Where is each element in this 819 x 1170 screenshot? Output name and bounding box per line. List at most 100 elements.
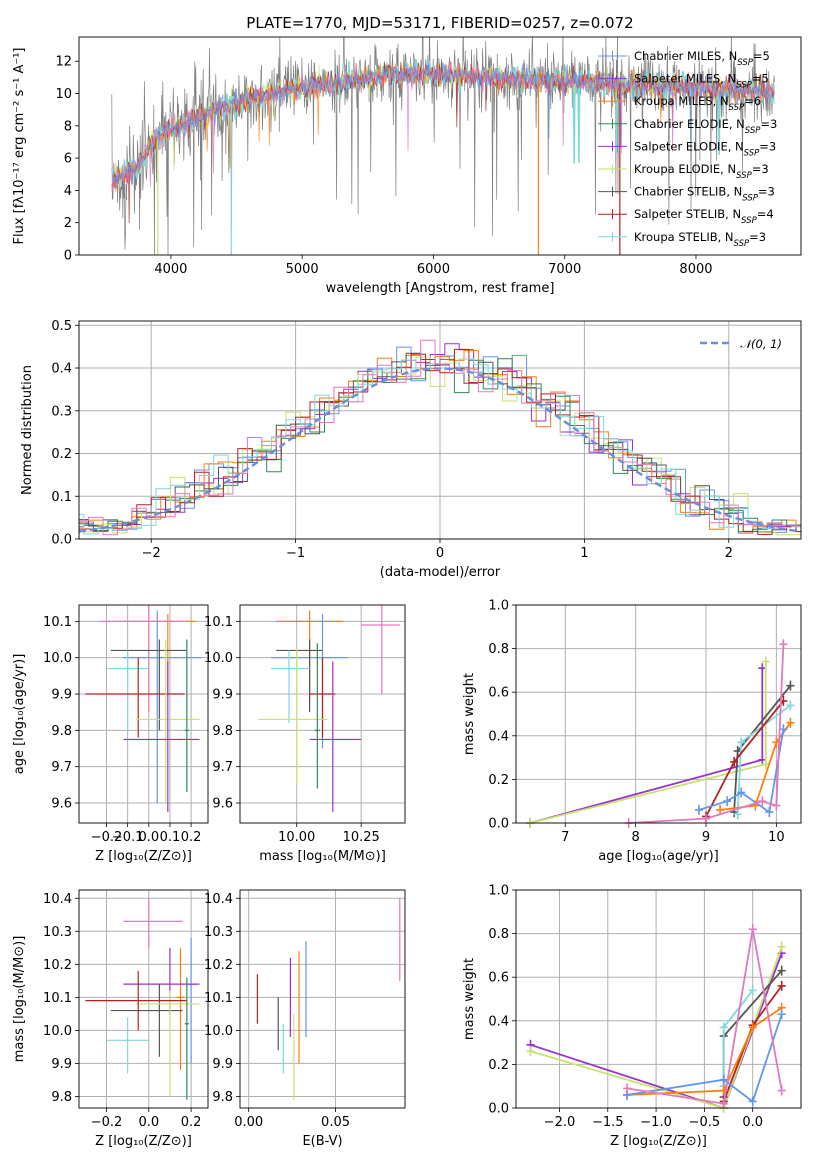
axes-mass-vs-ebv: 0.00 0.05 9.8 9.9 10.0 10.1 10.2 10.3 10.4 [204,890,405,1130]
axes-age-vs-Z: −0.2−0.10.0 0.1 0.2 9.6 9.7 9.8 9.9 10.0 10.1 [43,605,208,845]
y-tick-label: 10.4 [43,892,72,907]
histogram-series [79,358,801,535]
x-tick-label: 0.2 [181,1115,202,1130]
y-tick-label: 10.1 [204,991,233,1006]
weight-marker [777,980,786,991]
y-tick-label: 9.8 [212,1090,233,1105]
y-tick-label: 0.0 [488,817,509,832]
data-point [123,898,183,948]
weight-series [702,695,788,822]
x-tick-label: 10 [768,830,785,845]
x-axis-label: wavelength [Angstrom, rest frame] [326,281,555,296]
y-tick-label: 10.0 [204,651,233,666]
y-tick-label: 6 [64,152,72,167]
legend-label: Kroupa STELIB, NSSP=3 [634,230,766,249]
legend-label: Salpeter ELODIE, NSSP=3 [634,139,776,158]
legend-label: 𝒩(0, 1) [740,337,782,351]
axes-mass-vs-Z: −0.2 0.0 0.2 9.8 9.9 10.0 10.1 10.2 10.3 10.4 [43,890,208,1130]
x-axis-label: Z [log₁₀(Z/Z⊙)] [95,1134,192,1149]
weight-line [626,929,783,1105]
x-axis-label: E(B-V) [302,1134,342,1149]
weight-marker [777,1085,786,1096]
legend-label: Chabrier MILES, NSSP=5 [634,49,770,68]
y-tick-label: 0 [64,249,72,264]
legend-label: Salpeter STELIB, NSSP=4 [634,207,774,226]
x-tick-label: 2 [725,546,733,561]
y-tick-label: 0.0 [51,533,72,548]
x-tick-label: −2.0 [544,1115,576,1130]
x-tick-label: 6000 [417,262,450,277]
y-tick-label: 1.0 [488,599,509,614]
x-axis-label: (data-model)/error [380,565,501,580]
weight-marker [526,1046,535,1057]
y-tick-label: 0.4 [488,1014,509,1029]
x-axis-label: Z [log₁₀(Z/Z⊙)] [95,849,192,864]
y-axis-label: age [log₁₀(age/yr)] [12,654,27,775]
y-tick-label: 2 [64,216,72,231]
x-tick-label: 10.25 [343,830,380,845]
weight-marker [786,700,795,711]
data-point [186,937,196,1064]
weight-marker [719,1022,728,1033]
x-tick-label: −1 [286,546,305,561]
data-point [123,661,200,813]
weight-marker [737,737,746,748]
axes-weight-vs-age: 7 8 9 10 0.0 0.2 0.4 0.6 0.8 1.0 [488,599,801,845]
axes-spectrum: 4000 5000 6000 7000 8000 0 2 4 6 8 10 12 [55,55,712,277]
weight-vs-age-frame [515,604,802,824]
x-tick-label: −1.5 [592,1115,624,1130]
errorbars-age-vs-Z [85,605,202,813]
weight-line [626,1014,783,1103]
data-point [314,643,320,789]
y-tick-label: 9.8 [51,1090,72,1105]
x-tick-label: 0.05 [321,1115,350,1130]
legend-label: Salpeter MILES, NSSP=5 [634,72,769,91]
y-tick-label: 9.9 [51,688,72,703]
weight-marker [737,787,746,798]
weight-marker [748,1096,757,1107]
weight-marker [702,813,710,824]
y-axis-label: mass weight [462,958,477,1040]
y-tick-label: 8 [64,119,72,134]
data-point [136,990,200,1097]
weight-marker [719,1098,728,1109]
normal-curve [79,367,799,533]
weight-marker [723,796,732,807]
y-axis-label: Flux [fλ10⁻¹⁷ erg cm⁻² s⁻¹ A⁻¹] [12,48,27,245]
data-point [258,646,328,785]
y-tick-label: 1.0 [488,884,509,899]
legend-label: Chabrier ELODIE, NSSP=3 [634,117,777,136]
weight-marker [786,717,795,728]
data-point [176,947,185,1071]
x-tick-label: 9 [702,830,710,845]
x-tick-label: 8 [631,830,639,845]
y-tick-label: 0.4 [488,729,509,744]
x-tick-label: 4000 [154,262,187,277]
y-axis-label: mass weight [462,673,477,755]
weight-marker [748,985,757,996]
weight-series [623,1009,786,1107]
x-tick-label: 0.00 [234,1115,263,1130]
age-vs-Z-frame [78,604,209,824]
legend-label: Kroupa MILES, NSSP=6 [634,94,761,113]
x-tick-label: 10.00 [278,830,315,845]
data-point [184,977,189,1100]
y-tick-label: 9.7 [51,760,72,775]
x-tick-label: −0.2 [91,1115,123,1130]
spectrum-legend: Chabrier MILES, NSSP=5 Salpeter MILES, NS… [598,49,777,249]
weight-marker [694,804,703,815]
weight-series [694,724,788,818]
x-tick-label: −0.2 [91,830,123,845]
y-tick-label: 9.8 [212,724,233,739]
data-point [106,650,149,731]
data-point [123,610,202,804]
y-tick-label: 10.3 [43,925,72,940]
weight-marker [716,804,725,815]
weight-marker [779,724,788,735]
y-tick-label: 9.7 [212,760,233,775]
weight-marker [719,1074,728,1085]
y-axis-label: Normed distribution [20,365,35,495]
errorbars-mass-vs-ebv [256,898,401,1100]
data-point [110,639,187,731]
legend-label: Kroupa ELODIE, NSSP=3 [634,162,769,181]
